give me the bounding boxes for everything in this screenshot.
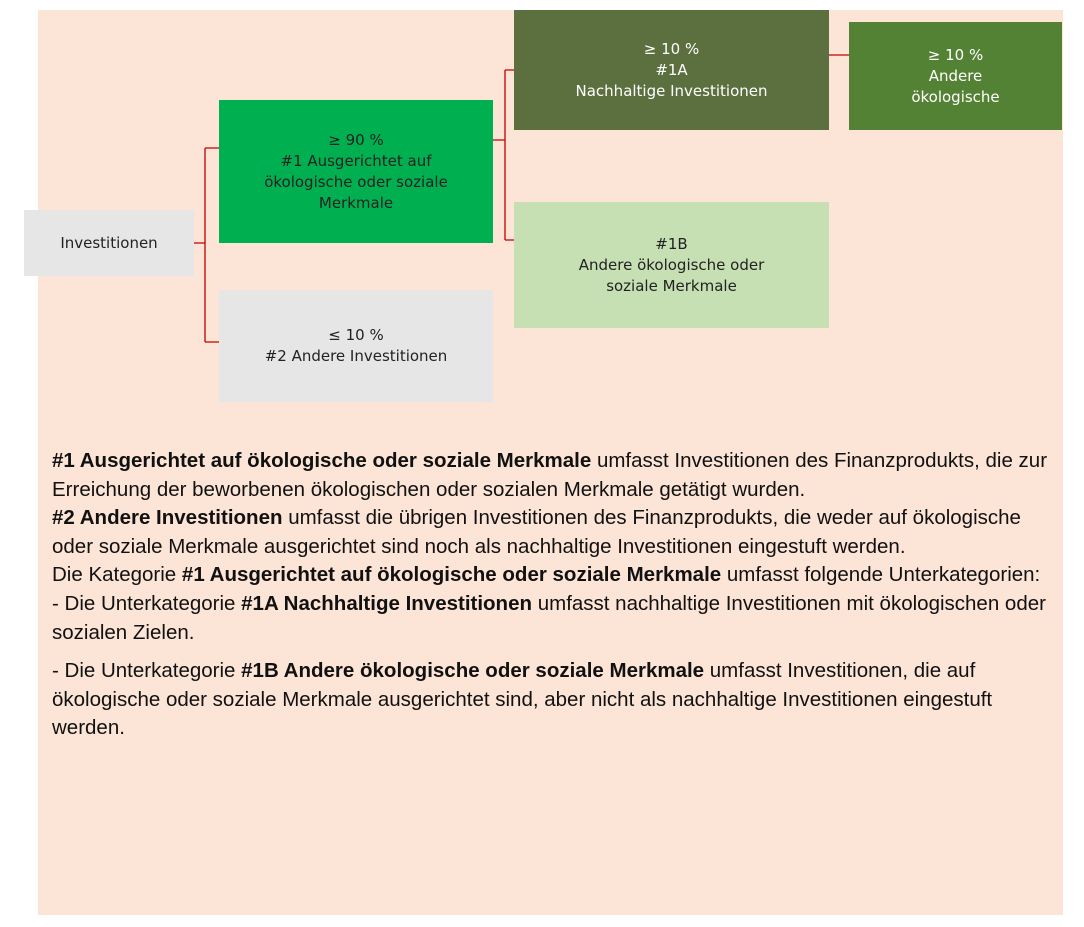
node-label: #1B: [655, 234, 688, 253]
node-label: ≥ 90 %: [328, 130, 384, 149]
text: umfasst die übrigen Investitionen des Fi…: [52, 506, 1021, 558]
bold-text: #1 Ausgerichtet auf ökologische oder soz…: [52, 449, 592, 472]
background: [38, 10, 1063, 915]
text: umfasst folgende Unterkategorien:: [721, 563, 1041, 587]
node-box: Investitionen: [24, 210, 194, 276]
bold-text: #1B Andere ökologische oder soziale Merk…: [241, 659, 705, 683]
text: - Die Unterkategorie: [52, 591, 242, 615]
paragraph: #1 Ausgerichtet auf ökologische oder soz…: [52, 447, 1052, 504]
node-label: soziale Merkmale: [606, 276, 737, 295]
paragraph: #2 Andere Investitionen umfasst die übri…: [52, 504, 1052, 561]
text: - Die Unterkategorie: [52, 659, 242, 683]
node-box: ≤ 10 % #2 Andere Investitionen: [219, 290, 493, 402]
text: umfasst Investitionen des Finanzprodukts…: [52, 449, 1048, 501]
node-label: Andere: [928, 66, 983, 85]
node-label: ≤ 10 %: [328, 326, 384, 344]
bold-text: #1 Ausgerichtet auf ökologische oder soz…: [181, 563, 722, 587]
bold-text: #2 Andere Investitionen: [52, 506, 283, 530]
node-label: ökologische oder soziale: [264, 172, 448, 191]
node-box: ≥ 90 % #1 Ausgerichtet auf ökologische ode…: [219, 100, 493, 243]
node-label: Merkmale: [318, 193, 394, 212]
connector: [194, 147, 219, 343]
node-label: Investitionen: [60, 233, 158, 252]
node-label: ökologische: [911, 87, 1000, 106]
node-box: #1B Andere ökologische oder soziale Merkma…: [514, 202, 829, 328]
text: umfasst Investitionen, die auf ökologisc…: [52, 659, 993, 740]
connector: [493, 69, 514, 241]
paragraph: - Die Unterkategorie #1B Andere ökologis…: [52, 657, 1052, 743]
node-box: ≥ 10 % #1A Nachhaltige Investitionen: [514, 10, 829, 130]
node-label: #1A: [655, 60, 688, 79]
node-label: Andere ökologische oder: [578, 255, 765, 274]
node-label: #1 Ausgerichtet auf: [280, 151, 432, 170]
description: #1 Ausgerichtet auf ökologische oder soz…: [52, 447, 1052, 743]
paragraph: - Die Unterkategorie #1A Nachhaltige Inv…: [52, 590, 1052, 647]
node-label: Nachhaltige Investitionen: [575, 81, 768, 100]
node-label: ≥ 10 %: [927, 45, 984, 64]
paragraph: Die Kategorie #1 Ausgerichtet auf ökolog…: [52, 561, 1052, 590]
text: umfasst nachhaltige Investitionen mit ök…: [52, 591, 1046, 644]
node-label: ≥ 10 %: [643, 39, 700, 58]
text: Die Kategorie: [52, 563, 182, 587]
node-box: ≥ 10 % Andere ökologische: [849, 22, 1062, 130]
connectors: [194, 54, 849, 343]
node-label: #2 Andere Investitionen: [264, 347, 448, 365]
bold-text: #1A Nachhaltige Investitionen: [241, 591, 533, 615]
